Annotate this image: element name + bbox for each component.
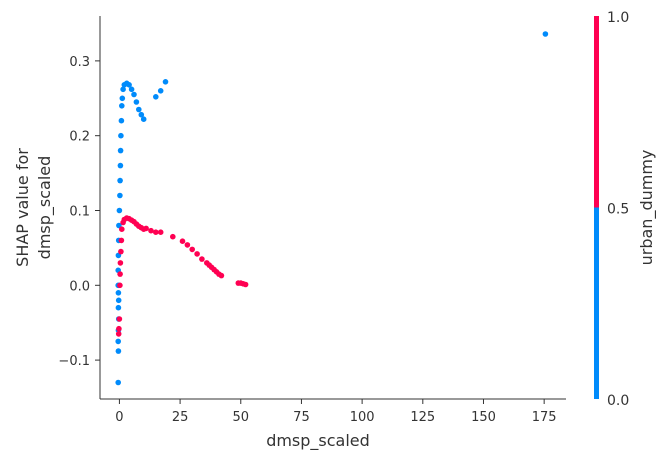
scatter-point-1-13 [189,246,195,253]
x-tick-label-0: 0 [115,410,123,425]
scatter-point-0-1 [162,79,169,85]
scatter-point-1-37 [116,316,123,322]
scatter-point-0-14 [119,95,126,102]
x-tick-label-1: 25 [172,410,189,425]
scatter-point-0-4 [140,116,147,122]
scatter-point-0-19 [117,162,124,169]
scatter-point-0-5 [138,111,145,118]
scatter-point-0-7 [133,99,140,105]
scatter-point-0-16 [118,117,125,124]
y-tick-label-1: 0.0 [69,279,90,294]
x-tick-label-3: 75 [293,410,310,425]
x-tick-label-4: 100 [350,410,375,425]
x-tick-label-5: 125 [410,410,435,425]
scatter-point-0-34 [115,348,122,354]
y-tick-label-4: 0.3 [69,55,90,70]
scatter-point-0-30 [115,304,122,311]
scatter-point-0-35 [115,379,121,386]
y-tick-label-0: −0.1 [58,354,90,369]
scatter-point-0-21 [117,192,123,199]
colorbar-tick-label-2: 1.0 [607,10,629,26]
scatter-point-1-16 [170,233,176,240]
scatter-point-1-34 [117,260,124,266]
scatter-point-1-18 [153,229,159,235]
scatter-point-1-14 [184,242,191,248]
scatter-point-0-20 [117,177,123,184]
scatter-point-1-36 [117,282,123,289]
colorbar-label-text: urban_dummy [637,150,657,266]
scatter-point-1-19 [148,227,154,234]
colorbar: 0.0 0.5 1.0 urban_dummy [594,10,657,409]
scatter-point-0-13 [120,86,126,93]
y-tick-label-2: 0.1 [69,204,90,219]
scatter-point-0-0 [542,31,549,37]
colorbar-label: urban_dummy [637,150,657,266]
scatter-point-0-3 [153,94,159,100]
x-axis-label: dmsp_scaled [266,431,370,451]
scatter-point-0-33 [115,338,121,345]
scatter-point-1-35 [117,271,123,277]
scatter-point-1-3 [235,280,242,286]
colorbar-tick-label-1: 0.5 [607,202,629,218]
y-tick-label-3: 0.2 [69,130,90,145]
scatter-point-0-28 [115,290,122,296]
scatter-point-0-9 [128,86,135,93]
plot-area [115,31,549,386]
scatter-point-1-10 [204,260,210,266]
y-axis-label-line-1: dmsp_scaled [35,156,55,260]
scatter-point-0-22 [116,207,123,214]
scatter-point-0-6 [136,106,142,113]
scatter-point-1-12 [194,251,200,257]
x-tick-label-6: 150 [471,410,496,425]
scatter-point-1-32 [118,237,125,244]
scatter-point-0-17 [118,132,124,139]
scatter-point-1-11 [199,256,205,262]
y-axis-label-line-0: SHAP value for [13,148,32,267]
scatter-point-0-18 [117,147,124,154]
x-tick-label-2: 50 [232,410,249,425]
scatter-point-0-8 [131,91,137,98]
y-axis-label: SHAP value for dmsp_scaled [13,148,55,267]
scatter-point-1-30 [120,219,126,226]
colorbar-tick-label-0: 0.0 [607,393,629,409]
scatter-point-1-33 [118,248,124,255]
scatter-point-0-12 [121,82,128,88]
scatter-point-1-31 [119,226,125,232]
scatter-point-0-29 [115,297,122,304]
scatter-point-0-2 [157,88,164,94]
scatter-point-1-15 [179,238,186,244]
scatter-point-1-39 [115,331,122,337]
scatter-point-1-17 [157,229,164,235]
x-tick-label-7: 175 [532,410,557,425]
axes: 0 25 50 75 100 125 150 175 −0.1 0.0 0.1 0.2 0.3 dmsp_… [13,16,566,451]
colorbar-gradient [594,16,599,399]
scatter-point-1-38 [116,325,122,332]
scatter-point-0-15 [119,103,125,109]
